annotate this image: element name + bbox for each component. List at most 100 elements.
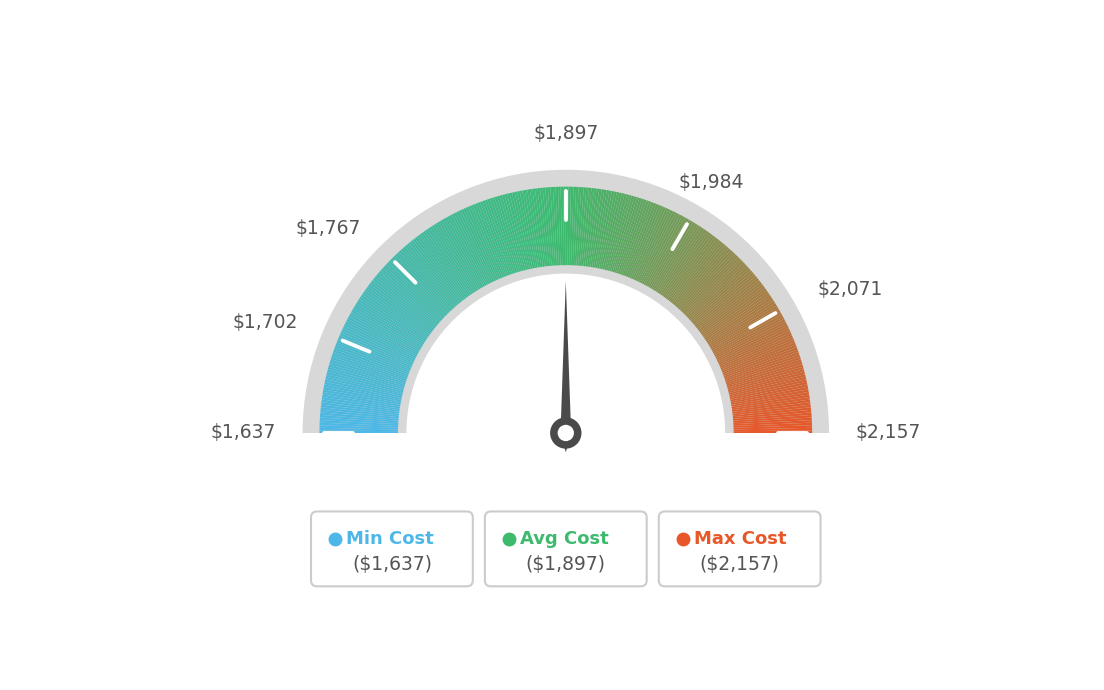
- Wedge shape: [613, 197, 639, 279]
- Wedge shape: [327, 372, 410, 395]
- Wedge shape: [473, 204, 507, 283]
- Wedge shape: [721, 362, 803, 388]
- Wedge shape: [573, 187, 578, 271]
- Wedge shape: [510, 193, 531, 275]
- Wedge shape: [656, 228, 704, 299]
- Wedge shape: [712, 328, 789, 366]
- Wedge shape: [617, 199, 647, 280]
- Wedge shape: [443, 218, 487, 293]
- Wedge shape: [725, 392, 809, 408]
- Wedge shape: [631, 208, 668, 286]
- Wedge shape: [543, 188, 552, 272]
- Wedge shape: [604, 194, 627, 276]
- Text: $1,767: $1,767: [296, 219, 361, 237]
- Wedge shape: [338, 337, 416, 372]
- Wedge shape: [390, 259, 452, 319]
- Wedge shape: [583, 188, 594, 273]
- Wedge shape: [434, 224, 480, 297]
- Wedge shape: [351, 310, 426, 353]
- Text: $1,897: $1,897: [533, 124, 598, 143]
- Wedge shape: [614, 198, 641, 279]
- Wedge shape: [359, 297, 431, 345]
- Wedge shape: [687, 270, 752, 327]
- Wedge shape: [357, 301, 429, 348]
- Text: $1,984: $1,984: [679, 172, 744, 192]
- Wedge shape: [607, 195, 633, 277]
- Wedge shape: [694, 284, 764, 337]
- Wedge shape: [320, 415, 404, 423]
- Wedge shape: [594, 190, 612, 274]
- Wedge shape: [530, 189, 544, 273]
- Wedge shape: [319, 425, 404, 430]
- Wedge shape: [323, 384, 407, 403]
- Wedge shape: [662, 235, 714, 304]
- Wedge shape: [512, 192, 532, 275]
- Wedge shape: [636, 211, 676, 288]
- Wedge shape: [719, 352, 799, 382]
- Polygon shape: [83, 435, 1049, 690]
- Wedge shape: [725, 389, 809, 406]
- Wedge shape: [681, 261, 744, 321]
- Wedge shape: [362, 293, 433, 342]
- Wedge shape: [348, 317, 423, 358]
- Circle shape: [550, 417, 582, 448]
- Wedge shape: [647, 219, 691, 294]
- Wedge shape: [438, 221, 484, 295]
- Wedge shape: [723, 377, 806, 397]
- Text: Max Cost: Max Cost: [693, 530, 786, 549]
- Wedge shape: [669, 243, 725, 309]
- Wedge shape: [528, 189, 542, 273]
- Wedge shape: [624, 203, 657, 282]
- Wedge shape: [640, 215, 682, 290]
- Wedge shape: [648, 221, 693, 295]
- Wedge shape: [638, 213, 678, 289]
- Wedge shape: [460, 209, 498, 286]
- Wedge shape: [721, 364, 803, 389]
- Wedge shape: [724, 387, 808, 404]
- Wedge shape: [704, 306, 778, 351]
- Wedge shape: [363, 290, 434, 341]
- Text: $2,157: $2,157: [856, 424, 921, 442]
- Wedge shape: [705, 310, 781, 353]
- Wedge shape: [337, 340, 416, 373]
- Wedge shape: [555, 187, 561, 271]
- Wedge shape: [726, 407, 811, 417]
- Wedge shape: [576, 187, 584, 272]
- Wedge shape: [371, 280, 439, 334]
- Wedge shape: [538, 188, 549, 273]
- Wedge shape: [639, 213, 680, 290]
- Wedge shape: [302, 170, 829, 433]
- Wedge shape: [676, 252, 734, 315]
- Wedge shape: [355, 303, 428, 349]
- Wedge shape: [490, 198, 518, 279]
- Wedge shape: [570, 187, 574, 271]
- Wedge shape: [701, 297, 773, 345]
- Wedge shape: [421, 232, 473, 302]
- Wedge shape: [601, 193, 622, 275]
- Wedge shape: [701, 299, 774, 346]
- Wedge shape: [323, 387, 407, 404]
- Wedge shape: [335, 345, 415, 377]
- Wedge shape: [723, 374, 806, 396]
- Wedge shape: [336, 342, 415, 375]
- Wedge shape: [649, 222, 696, 295]
- Wedge shape: [487, 199, 516, 279]
- Wedge shape: [716, 342, 796, 375]
- Wedge shape: [342, 328, 420, 366]
- Wedge shape: [643, 216, 684, 291]
- Wedge shape: [684, 266, 749, 325]
- Wedge shape: [728, 431, 813, 433]
- Wedge shape: [678, 255, 739, 317]
- Wedge shape: [728, 415, 811, 423]
- Wedge shape: [349, 315, 424, 357]
- Wedge shape: [671, 246, 729, 312]
- Wedge shape: [352, 308, 426, 352]
- Wedge shape: [699, 293, 769, 342]
- Polygon shape: [561, 281, 571, 433]
- Wedge shape: [703, 303, 776, 349]
- Text: $1,702: $1,702: [233, 313, 298, 332]
- Wedge shape: [657, 229, 707, 300]
- Wedge shape: [368, 284, 437, 337]
- Wedge shape: [696, 286, 765, 338]
- Wedge shape: [376, 274, 443, 330]
